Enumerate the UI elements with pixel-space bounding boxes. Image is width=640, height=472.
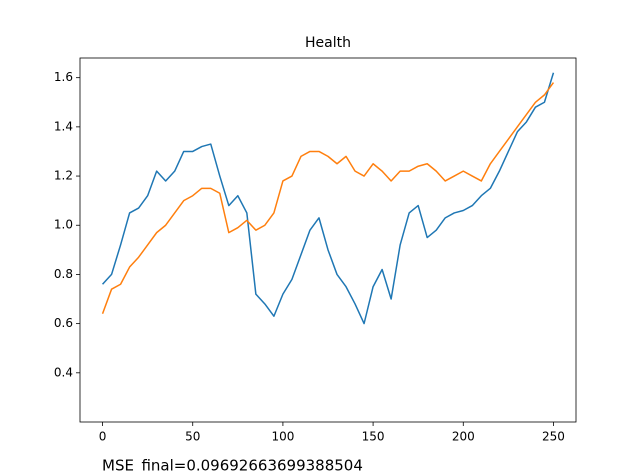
x-tick-label: 200 [452, 430, 475, 444]
chart-title: Health [305, 35, 351, 51]
plot-frame [79, 57, 577, 423]
y-tick-label: 0.6 [54, 316, 73, 330]
line-series [101, 82, 555, 315]
y-tick-label: 0.8 [54, 267, 73, 281]
y-tick-label: 0.4 [54, 365, 73, 379]
y-tick-label: 1.6 [54, 70, 73, 84]
x-tick-label: 0 [99, 430, 107, 444]
x-tick-label: 250 [542, 430, 565, 444]
y-tick-label: 1.4 [54, 119, 73, 133]
x-tick-label: 150 [362, 430, 385, 444]
x-tick-label: 100 [271, 430, 294, 444]
y-tick-label: 1.0 [54, 218, 73, 232]
line-series [101, 72, 555, 325]
y-tick-label: 1.2 [54, 169, 73, 183]
x-tick-label: 50 [185, 430, 200, 444]
annotation: MSE_final=0.09692663699388504 [102, 457, 363, 472]
